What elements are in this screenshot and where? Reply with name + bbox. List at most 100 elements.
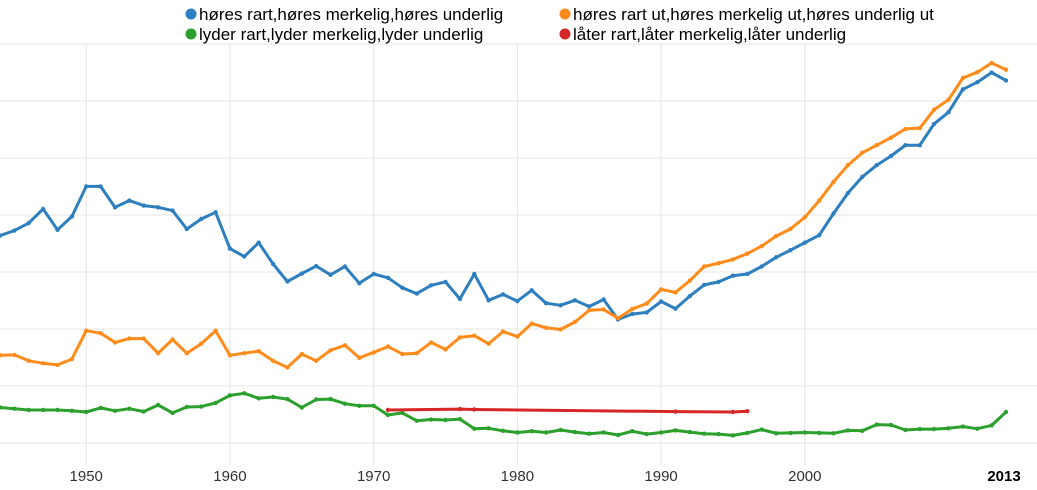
data-point-1-2014[interactable] (1003, 67, 1009, 72)
data-point-2-1996[interactable] (745, 430, 750, 436)
data-point-0-2013[interactable] (989, 70, 994, 75)
data-point-1-1983[interactable] (558, 327, 563, 332)
data-point-2-1962[interactable] (256, 396, 261, 401)
data-point-2-2002[interactable] (831, 431, 836, 436)
data-point-0-1968[interactable] (342, 264, 348, 269)
data-point-2-1954[interactable] (141, 409, 146, 414)
data-point-0-1971[interactable] (385, 275, 391, 280)
data-point-1-1957[interactable] (184, 351, 189, 356)
data-point-1-1969[interactable] (357, 355, 362, 360)
data-point-2-1992[interactable] (687, 429, 692, 435)
data-point-2-1956[interactable] (170, 410, 175, 416)
data-point-2-1994[interactable] (716, 431, 721, 437)
data-point-0-2014[interactable] (1003, 78, 1009, 83)
data-point-2-1989[interactable] (644, 431, 649, 437)
data-point-1-1986[interactable] (601, 307, 606, 312)
data-point-0-1950[interactable] (84, 184, 89, 189)
data-point-1-1975[interactable] (443, 347, 448, 352)
data-point-1-2009[interactable] (931, 107, 937, 112)
legend-item-lyder-rart[interactable]: lyder rart,lyder merkelig,lyder underlig (185, 25, 484, 44)
data-point-1-1994[interactable] (716, 261, 721, 266)
data-point-0-1983[interactable] (558, 303, 563, 308)
data-point-2-1968[interactable] (342, 401, 348, 406)
data-point-1-1991[interactable] (673, 290, 678, 295)
data-point-2-1972[interactable] (400, 410, 405, 416)
data-point-0-1979[interactable] (500, 292, 506, 297)
data-point-0-1965[interactable] (299, 271, 304, 276)
data-point-2-1988[interactable] (630, 429, 635, 434)
data-point-2-1987[interactable] (615, 432, 621, 438)
data-point-1-2001[interactable] (817, 198, 822, 203)
data-point-0-1996[interactable] (745, 271, 750, 277)
data-point-1-1970[interactable] (371, 350, 376, 355)
data-point-0-1974[interactable] (428, 283, 434, 288)
data-point-1-1956[interactable] (170, 337, 175, 342)
data-point-2-1961[interactable] (242, 391, 247, 396)
data-point-1-1977[interactable] (472, 333, 477, 338)
data-point-2-1959[interactable] (213, 400, 218, 406)
data-point-0-1944[interactable] (0, 233, 3, 238)
data-point-1-1996[interactable] (745, 251, 750, 256)
data-point-1-1950[interactable] (84, 328, 89, 333)
data-point-0-2006[interactable] (888, 153, 894, 159)
data-point-0-1986[interactable] (601, 297, 606, 302)
data-point-1-1962[interactable] (256, 349, 261, 354)
data-point-0-2003[interactable] (845, 190, 851, 196)
data-point-1-1967[interactable] (328, 348, 333, 353)
data-point-0-1947[interactable] (40, 206, 46, 212)
data-point-1-1959[interactable] (213, 328, 218, 333)
data-point-0-1951[interactable] (98, 184, 103, 189)
data-point-1-1958[interactable] (199, 341, 204, 346)
data-point-0-2008[interactable] (917, 143, 922, 148)
data-point-0-1966[interactable] (314, 263, 319, 269)
data-point-2-1995[interactable] (730, 433, 736, 438)
data-point-2-1969[interactable] (357, 403, 362, 408)
data-point-1-1966[interactable] (314, 358, 319, 363)
data-point-2-1979[interactable] (500, 428, 506, 433)
data-point-2-1951[interactable] (98, 405, 103, 411)
series-line-3[interactable] (386, 407, 749, 414)
data-point-0-1984[interactable] (572, 298, 578, 303)
data-point-1-1945[interactable] (12, 352, 17, 358)
data-point-2-1953[interactable] (127, 406, 132, 411)
data-point-2-2006[interactable] (888, 422, 894, 428)
data-point-0-1948[interactable] (55, 227, 60, 232)
data-point-0-1963[interactable] (270, 261, 276, 267)
data-point-2-1970[interactable] (371, 403, 376, 408)
data-point-0-1973[interactable] (414, 291, 419, 296)
data-point-1-2011[interactable] (960, 75, 966, 81)
data-point-2-2005[interactable] (874, 422, 879, 427)
data-point-1-1954[interactable] (141, 336, 146, 341)
data-point-1-1965[interactable] (299, 351, 304, 357)
data-point-1-1973[interactable] (414, 351, 419, 356)
data-point-1-1987[interactable] (615, 316, 621, 321)
data-point-2-1960[interactable] (227, 393, 233, 398)
data-point-2-1974[interactable] (428, 417, 434, 422)
data-point-1-1949[interactable] (69, 356, 75, 362)
data-point-0-2011[interactable] (960, 87, 966, 92)
data-point-1-2006[interactable] (888, 135, 894, 140)
data-point-1-1952[interactable] (112, 340, 118, 345)
data-point-0-1991[interactable] (673, 306, 678, 311)
data-point-2-1990[interactable] (658, 430, 664, 435)
data-point-0-1960[interactable] (227, 246, 233, 251)
data-point-2-1947[interactable] (40, 407, 46, 413)
data-point-1-2005[interactable] (874, 143, 879, 148)
data-point-2-1975[interactable] (443, 417, 448, 423)
data-point-0-1994[interactable] (716, 279, 721, 285)
data-point-1-2008[interactable] (917, 125, 922, 131)
data-point-2-1997[interactable] (759, 427, 764, 432)
data-point-2-1985[interactable] (587, 431, 592, 436)
data-point-2-1981[interactable] (529, 429, 534, 434)
data-point-1-1997[interactable] (759, 243, 764, 249)
data-point-1-2003[interactable] (845, 163, 851, 168)
data-point-2-1980[interactable] (515, 430, 520, 435)
data-point-1-1972[interactable] (400, 351, 405, 357)
data-point-1-1988[interactable] (630, 306, 635, 312)
data-point-1-1989[interactable] (644, 301, 649, 306)
data-point-0-1985[interactable] (587, 304, 592, 309)
data-point-2-1952[interactable] (112, 408, 118, 413)
data-point-1-1960[interactable] (227, 353, 233, 358)
data-point-2-1967[interactable] (328, 396, 333, 402)
data-point-2-1950[interactable] (84, 409, 89, 415)
